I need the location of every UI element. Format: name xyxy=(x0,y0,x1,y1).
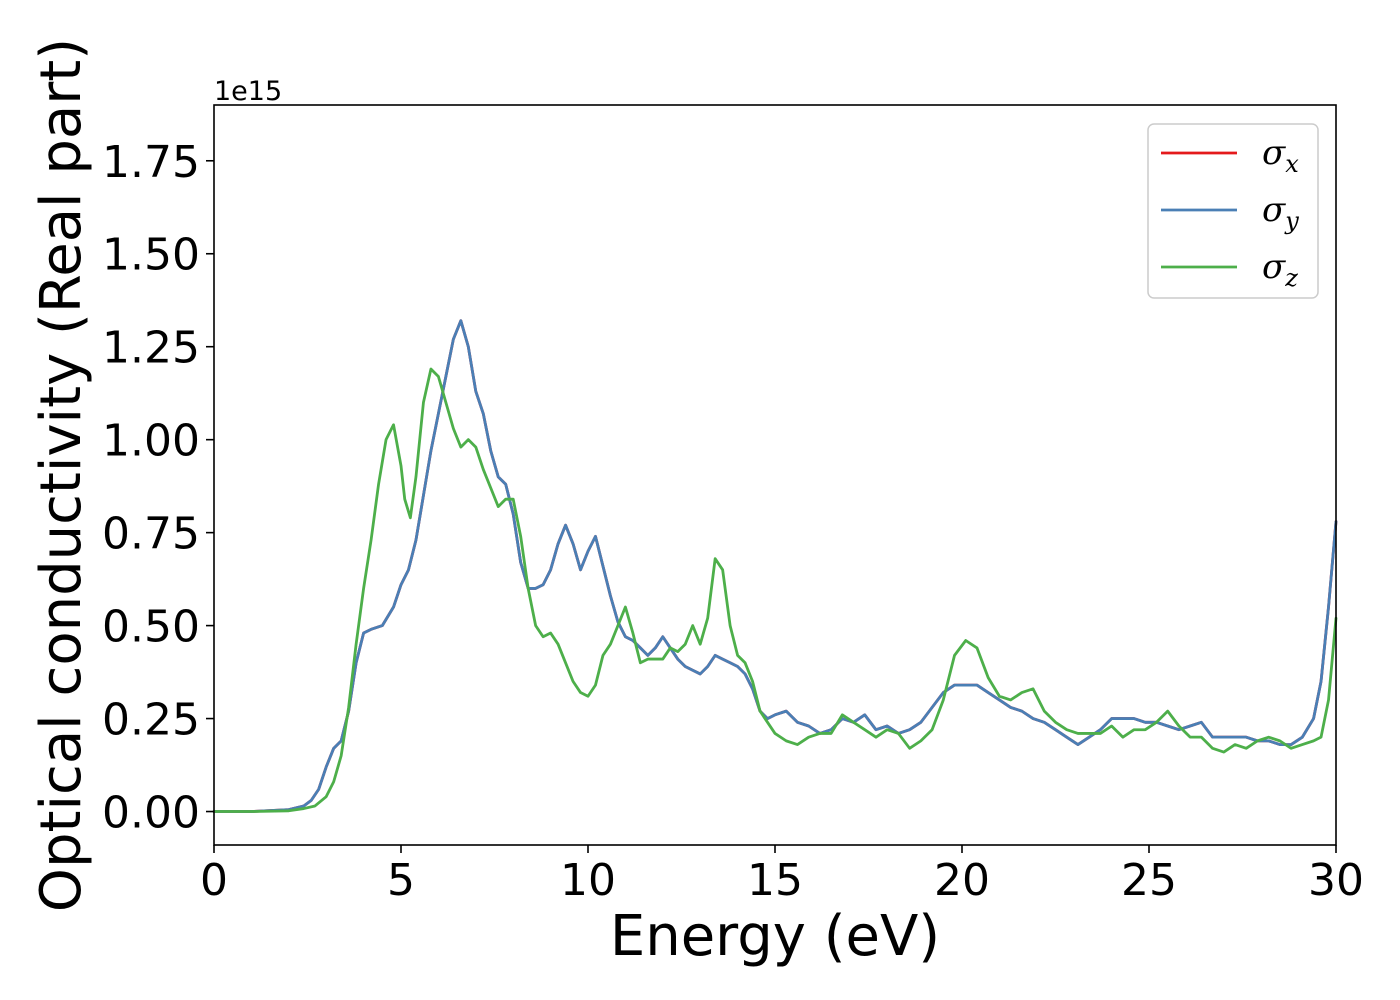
y-tick-label: 0.00 xyxy=(102,788,200,839)
series-layer xyxy=(212,319,1338,813)
legend: σx σy σz xyxy=(1147,123,1319,299)
series-line-y xyxy=(212,319,1338,813)
legend-label-z: σz xyxy=(1262,247,1298,292)
x-tick-label: 15 xyxy=(747,855,803,906)
series-line-z xyxy=(212,367,1338,813)
x-tick-label: 20 xyxy=(934,855,990,906)
x-tick-label: 30 xyxy=(1308,855,1364,906)
legend-label-y: σy xyxy=(1262,190,1299,235)
y-tick-label: 1.00 xyxy=(102,416,200,467)
x-tick-label: 10 xyxy=(560,855,616,906)
y-tick-label: 0.25 xyxy=(102,695,200,746)
y-tick-label: 1.25 xyxy=(102,323,200,374)
y-axis: 0.00 0.25 0.50 0.75 1.00 1.25 1.50 1.75 xyxy=(102,137,214,839)
y-tick-label: 0.50 xyxy=(102,602,200,653)
x-tick-label: 5 xyxy=(387,855,415,906)
y-tick-label: 1.50 xyxy=(102,230,200,281)
x-axis-label: Energy (eV) xyxy=(610,904,940,969)
x-tick-label: 0 xyxy=(200,855,228,906)
y-axis-label: Optical conductivity (Real part) xyxy=(29,38,94,912)
y-tick-label: 1.75 xyxy=(102,137,200,188)
x-tick-label: 25 xyxy=(1121,855,1177,906)
x-axis: 0 5 10 15 20 25 30 xyxy=(200,845,1364,906)
y-offset-label: 1e15 xyxy=(214,76,282,107)
y-tick-label: 0.75 xyxy=(102,509,200,560)
legend-label-x: σx xyxy=(1262,133,1299,178)
